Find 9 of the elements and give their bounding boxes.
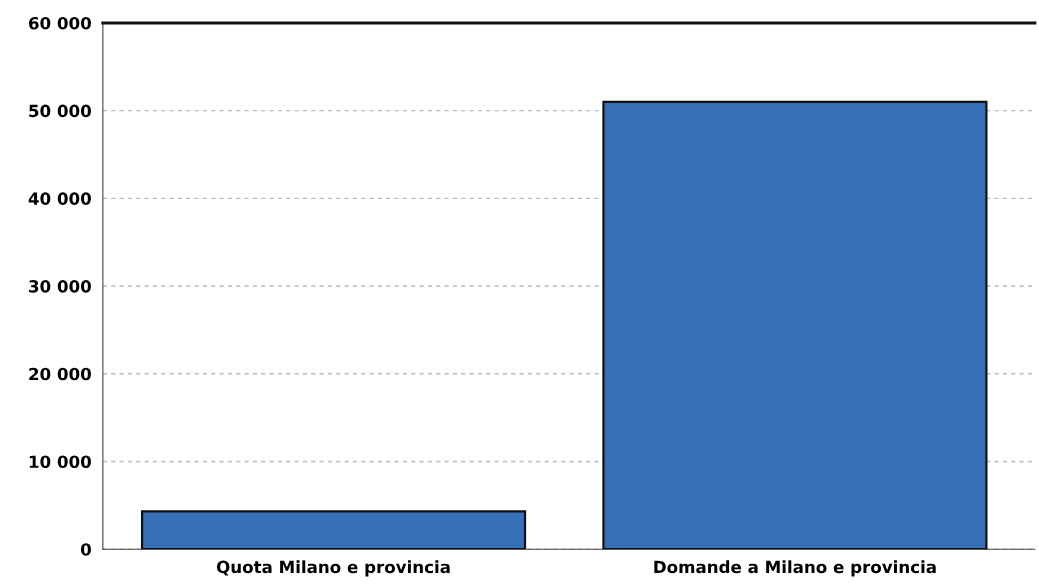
x-tick-label: Domande a Milano e provincia bbox=[654, 560, 936, 577]
y-tick-label: 0 bbox=[80, 543, 91, 556]
y-tick-label: 50 000 bbox=[29, 104, 91, 118]
y-tick-label: 10 000 bbox=[29, 455, 91, 469]
y-tick-label: 40 000 bbox=[28, 192, 91, 205]
y-tick-label: 20 000 bbox=[29, 367, 91, 381]
y-tick-label: 60 000 bbox=[29, 16, 91, 30]
x-tick-label: Quota Milano e provincia bbox=[216, 560, 450, 577]
y-tick-label: 30 000 bbox=[29, 280, 91, 293]
